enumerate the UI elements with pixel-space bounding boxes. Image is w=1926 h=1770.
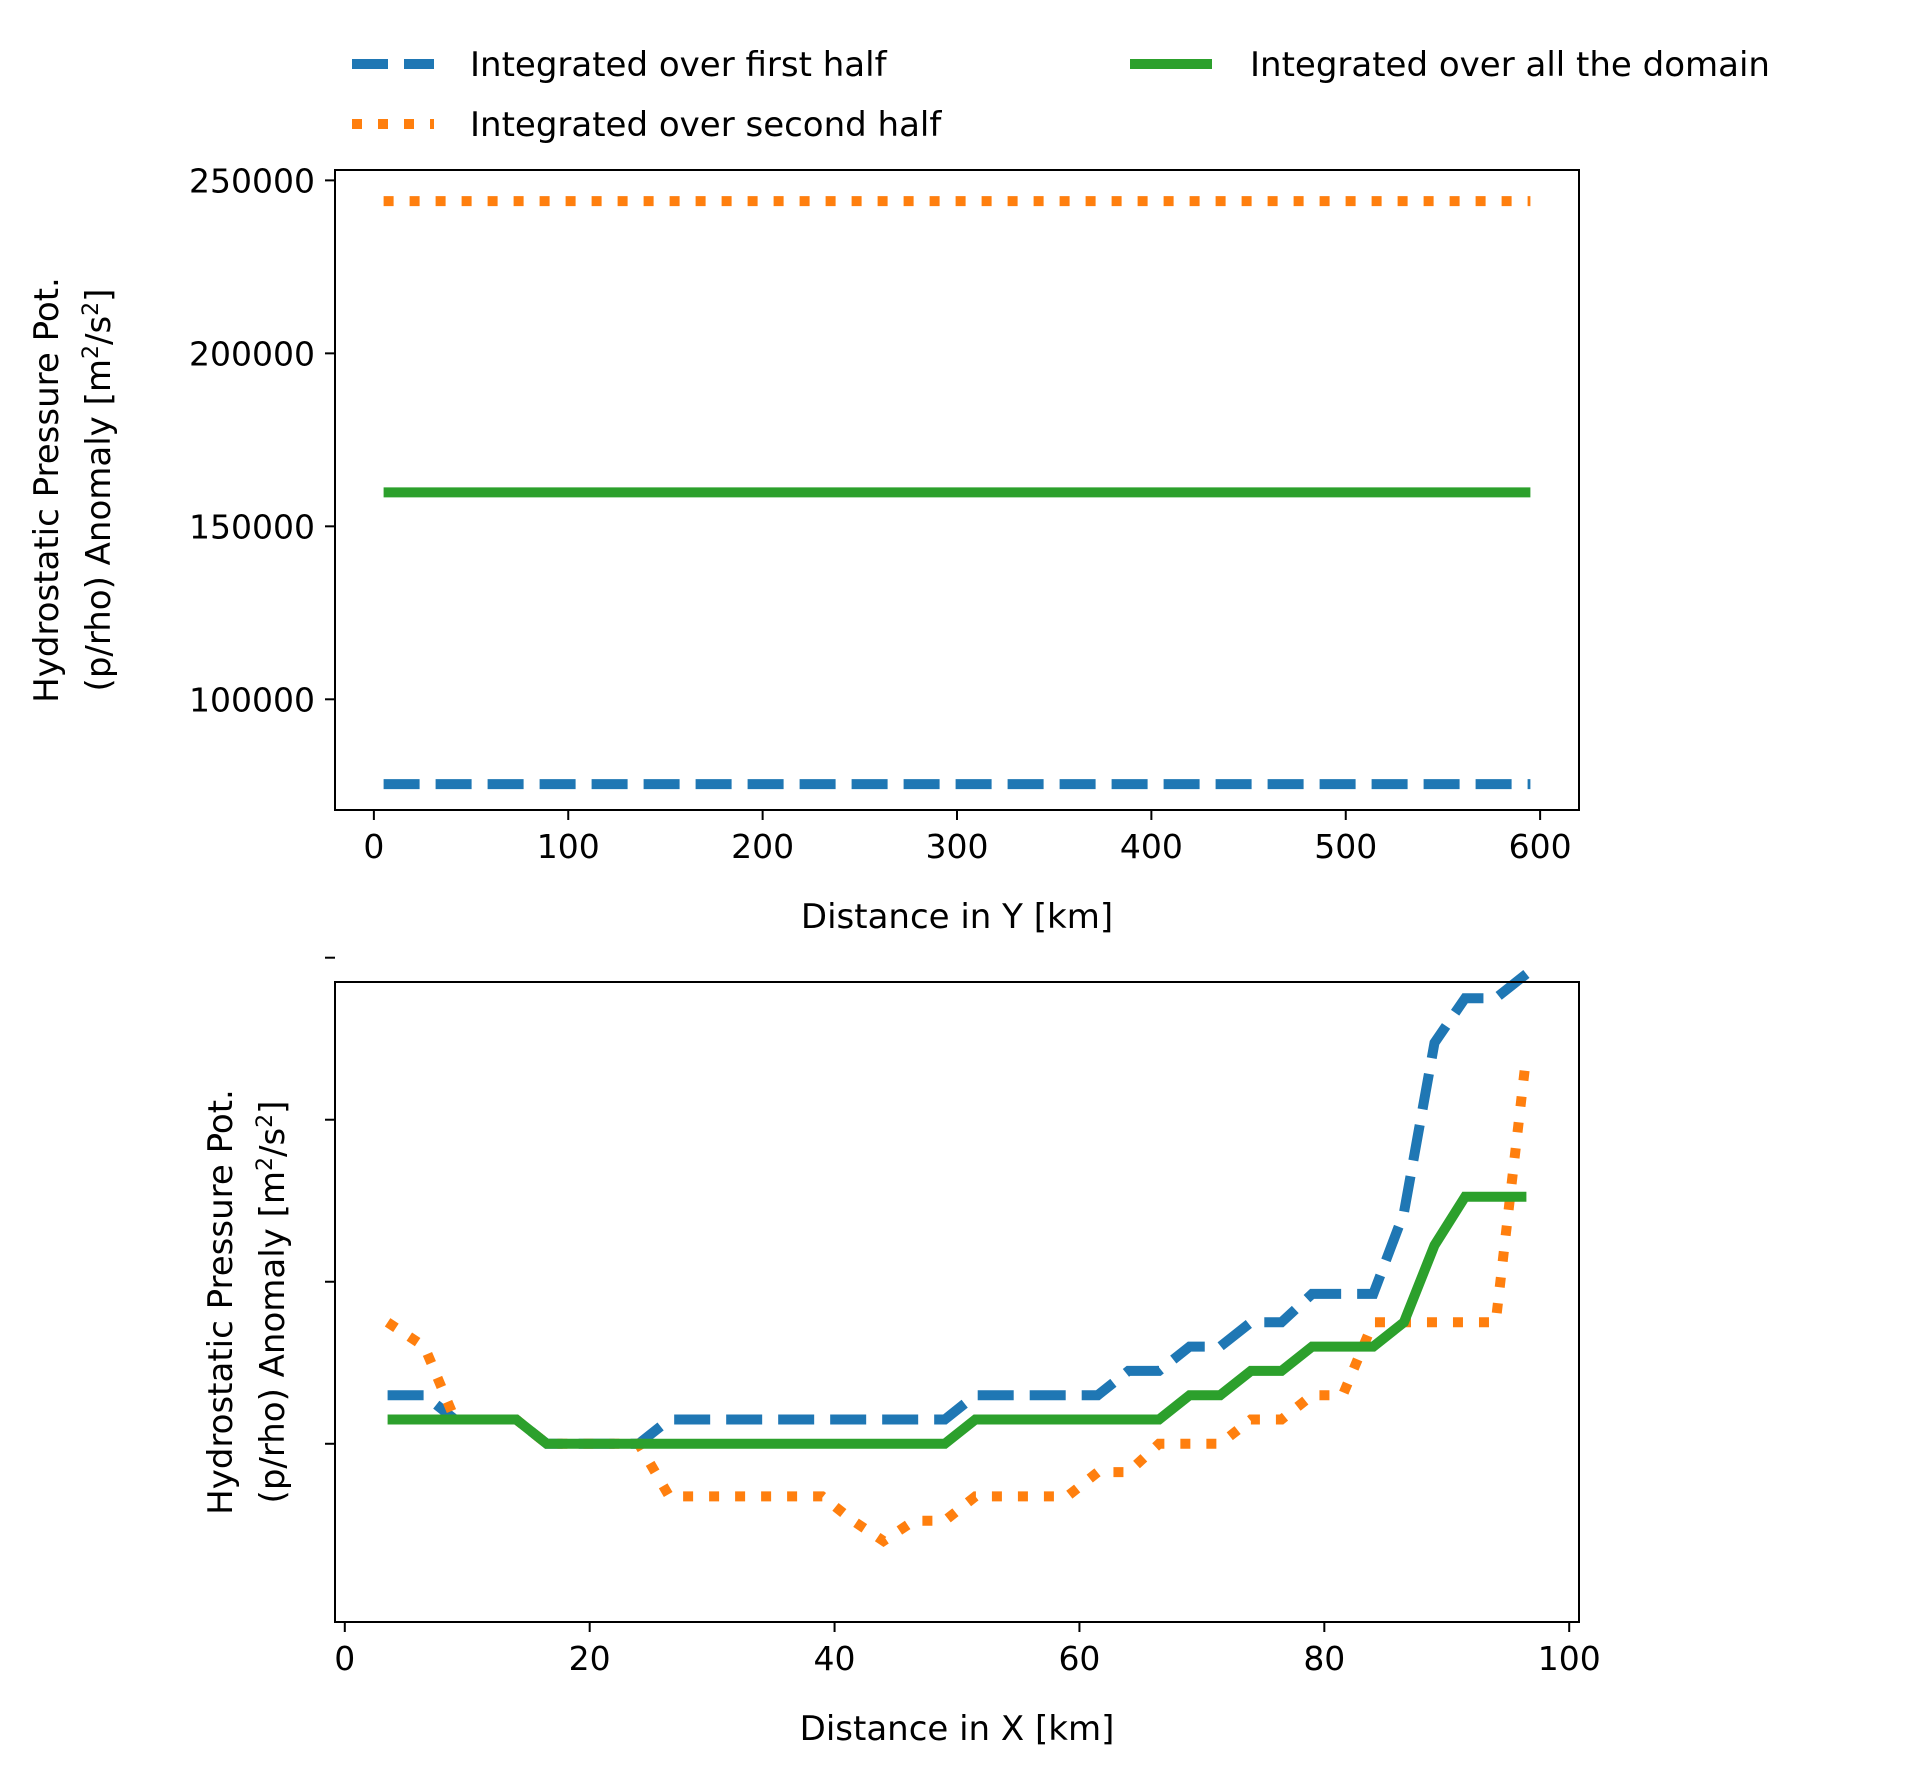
chart-bottom-y-axis-label-sup1: 2 bbox=[253, 1157, 278, 1171]
chart-bottom-x-tick-label-0: 0 bbox=[334, 1639, 355, 1678]
chart-bottom-series-1 bbox=[384, 1054, 1532, 1548]
chart-bottom-x-tick-label-3: 60 bbox=[1058, 1639, 1100, 1678]
chart-bottom-y-axis-label-prefix: (p/rho) Anomaly [m bbox=[253, 1171, 293, 1503]
chart-top-x-ticks: 0 100 200 300 400 500 600 bbox=[363, 810, 1572, 866]
chart-top-y-axis-label-prefix: (p/rho) Anomaly [m bbox=[79, 359, 119, 691]
chart-bottom-x-axis-label: Distance in X [km] bbox=[800, 1709, 1115, 1749]
chart-top-y-tick-label-1: 150000 bbox=[189, 507, 315, 546]
chart-top-y-tick-label-0: 100000 bbox=[189, 680, 315, 719]
chart-top-y-tick-label-2: 200000 bbox=[189, 334, 315, 373]
chart-bottom-series-2 bbox=[387, 1191, 1527, 1449]
chart-bottom-series-0 bbox=[387, 969, 1530, 1449]
legend-entry-second-half: Integrated over second half bbox=[352, 105, 942, 145]
chart-top-x-tick-label-1: 100 bbox=[537, 827, 600, 866]
chart-bottom-x-ticks: 0 20 40 60 80 100 bbox=[334, 1622, 1601, 1678]
chart-bottom-y-axis-label-sup2: 2 bbox=[253, 1114, 278, 1128]
chart-top-y-axis-label-mid: /s bbox=[79, 316, 119, 345]
chart-top-y-tick-label-3: 250000 bbox=[189, 161, 315, 200]
chart-top-y-axis-label-suffix: ] bbox=[79, 289, 119, 302]
legend-label-first-half: Integrated over first half bbox=[470, 45, 888, 85]
chart-bottom-y-axis-label-suffix: ] bbox=[253, 1101, 293, 1114]
chart-top-y-axis-label-sup1: 2 bbox=[79, 345, 104, 359]
chart-top-y-ticks: 100000 150000 200000 250000 bbox=[189, 161, 335, 719]
chart-top-x-tick-label-0: 0 bbox=[363, 827, 384, 866]
legend-entry-all-domain: Integrated over all the domain bbox=[1130, 45, 1770, 85]
chart-bottom-x-tick-label-2: 40 bbox=[814, 1639, 856, 1678]
chart-top-x-tick-label-2: 200 bbox=[731, 827, 794, 866]
chart-bottom-y-axis-label-line2: (p/rho) Anomaly [m2/s2] bbox=[253, 1101, 294, 1504]
chart-top-x-tick-label-6: 600 bbox=[1509, 827, 1572, 866]
chart-top-series bbox=[383, 196, 1531, 790]
chart-bottom-y-axis-label-mid: /s bbox=[253, 1128, 293, 1157]
chart-top-y-axis-label-line2: (p/rho) Anomaly [m2/s2] bbox=[79, 289, 120, 692]
chart-bottom: 0 20 40 60 80 100 Distance in X [km] Hydrosta… bbox=[201, 956, 1601, 1749]
chart-top: 0 100 200 300 400 500 600 100000 150000 200000 25… bbox=[27, 161, 1580, 937]
chart-top-x-tick-label-3: 300 bbox=[926, 827, 989, 866]
chart-bottom-frame bbox=[334, 981, 1580, 1623]
chart-top-x-tick-label-5: 500 bbox=[1314, 827, 1377, 866]
legend-entry-first-half: Integrated over first half bbox=[352, 45, 888, 85]
chart-top-y-axis-label-line1: Hydrostatic Pressure Pot. bbox=[27, 277, 67, 703]
chart-top-x-axis-label: Distance in Y [km] bbox=[801, 897, 1113, 937]
chart-bottom-y-axis-label-line1: Hydrostatic Pressure Pot. bbox=[201, 1089, 241, 1515]
legend-label-all-domain: Integrated over all the domain bbox=[1250, 45, 1770, 85]
chart-bottom-series bbox=[384, 969, 1532, 1548]
chart-bottom-x-tick-label-5: 100 bbox=[1538, 1639, 1601, 1678]
chart-bottom-x-tick-label-4: 80 bbox=[1303, 1639, 1345, 1678]
chart-top-x-tick-label-4: 400 bbox=[1120, 827, 1183, 866]
chart-top-y-axis-label-sup2: 2 bbox=[79, 302, 104, 316]
chart-bottom-x-tick-label-1: 20 bbox=[569, 1639, 611, 1678]
legend-label-second-half: Integrated over second half bbox=[470, 105, 942, 145]
legend: Integrated over first half Integrated ov… bbox=[352, 45, 1770, 145]
chart-bottom-y-ticks bbox=[325, 956, 335, 1445]
